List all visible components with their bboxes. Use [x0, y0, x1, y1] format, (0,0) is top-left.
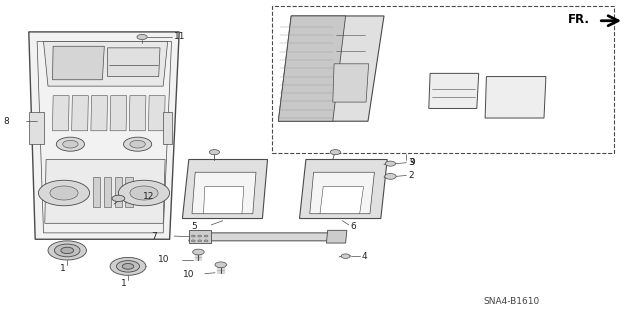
Text: 12: 12: [143, 192, 155, 201]
Circle shape: [198, 235, 202, 237]
Text: SNA4-B1610: SNA4-B1610: [483, 297, 540, 306]
Polygon shape: [326, 230, 347, 243]
Polygon shape: [320, 187, 364, 214]
Polygon shape: [485, 77, 546, 118]
Polygon shape: [278, 16, 384, 121]
Circle shape: [38, 180, 90, 206]
Circle shape: [215, 262, 227, 268]
Polygon shape: [148, 96, 165, 131]
Polygon shape: [91, 96, 108, 131]
Bar: [272, 6, 614, 153]
Circle shape: [385, 174, 396, 179]
Circle shape: [54, 244, 80, 257]
Polygon shape: [204, 187, 244, 214]
Polygon shape: [429, 73, 479, 108]
Text: FR.: FR.: [568, 13, 590, 26]
Polygon shape: [93, 177, 100, 207]
Polygon shape: [110, 96, 127, 131]
Circle shape: [124, 137, 152, 151]
Circle shape: [56, 137, 84, 151]
Polygon shape: [45, 160, 165, 223]
Circle shape: [137, 34, 147, 40]
Circle shape: [116, 261, 140, 272]
Text: 7: 7: [151, 232, 156, 241]
Text: 6: 6: [351, 222, 356, 231]
Polygon shape: [278, 16, 346, 121]
Polygon shape: [333, 64, 369, 102]
Circle shape: [50, 186, 78, 200]
Text: 2: 2: [408, 171, 414, 180]
Circle shape: [209, 150, 220, 155]
Polygon shape: [72, 96, 88, 131]
Polygon shape: [189, 233, 336, 241]
Polygon shape: [310, 172, 374, 214]
Circle shape: [191, 240, 195, 242]
Polygon shape: [108, 48, 160, 77]
Polygon shape: [125, 177, 133, 207]
Circle shape: [48, 241, 86, 260]
Circle shape: [204, 235, 208, 237]
Text: 5: 5: [191, 222, 196, 231]
Circle shape: [112, 195, 125, 202]
Circle shape: [204, 240, 208, 242]
Polygon shape: [104, 177, 111, 207]
Polygon shape: [29, 112, 44, 144]
Polygon shape: [129, 96, 146, 131]
Text: 10: 10: [158, 256, 170, 264]
Circle shape: [61, 247, 74, 254]
Polygon shape: [182, 160, 268, 219]
Circle shape: [118, 180, 170, 206]
Circle shape: [341, 254, 350, 258]
Polygon shape: [52, 96, 69, 131]
Circle shape: [130, 140, 145, 148]
Polygon shape: [163, 112, 172, 144]
Circle shape: [385, 161, 396, 166]
Circle shape: [198, 240, 202, 242]
Polygon shape: [29, 32, 179, 239]
Polygon shape: [300, 160, 387, 219]
Polygon shape: [189, 230, 211, 243]
Circle shape: [122, 263, 134, 269]
Polygon shape: [192, 172, 256, 214]
Text: 1: 1: [60, 264, 65, 273]
Polygon shape: [44, 41, 168, 86]
Text: 4: 4: [362, 252, 367, 261]
Circle shape: [191, 235, 195, 237]
Circle shape: [63, 140, 78, 148]
Text: 9: 9: [410, 158, 415, 167]
Circle shape: [110, 257, 146, 275]
Text: 1: 1: [121, 279, 126, 288]
Text: 3: 3: [408, 158, 414, 167]
Circle shape: [130, 186, 158, 200]
Text: 10: 10: [183, 271, 195, 279]
Text: 11: 11: [174, 32, 186, 41]
Circle shape: [193, 249, 204, 255]
Text: 8: 8: [3, 117, 9, 126]
Circle shape: [330, 150, 340, 155]
Polygon shape: [115, 177, 122, 207]
Polygon shape: [52, 46, 104, 80]
